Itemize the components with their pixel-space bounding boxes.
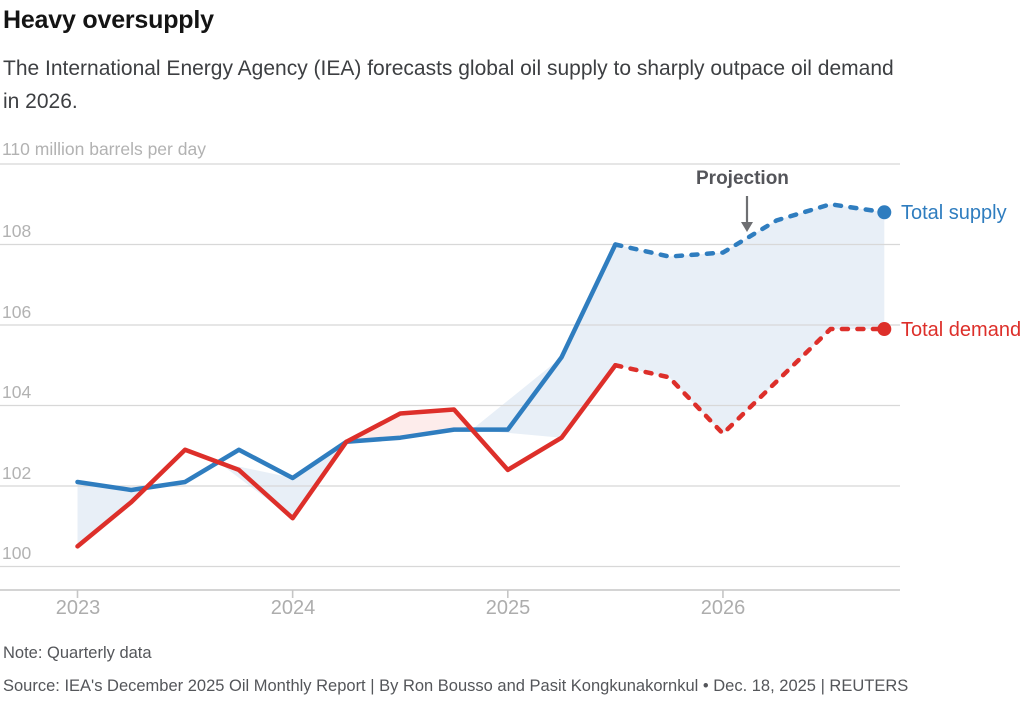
y-tick-label: 108 [2, 221, 32, 241]
y-tick-label: 104 [2, 382, 32, 402]
x-tick-label: 2026 [700, 597, 746, 619]
projection-annotation: Projection [696, 168, 789, 189]
source-text: Source: IEA's December 2025 Oil Monthly … [3, 677, 909, 695]
chart-title: Heavy oversupply [3, 6, 214, 34]
legend-total-supply: Total supply [901, 202, 1007, 224]
y-tick-label: 106 [2, 302, 32, 322]
y-tick-label: 102 [2, 463, 32, 483]
x-tick-label: 2023 [55, 597, 101, 619]
y-axis-unit-label: 110 million barrels per day [2, 139, 206, 159]
chart-subtitle: The International Energy Agency (IEA) fo… [3, 57, 894, 113]
note-text: Note: Quarterly data [3, 644, 152, 662]
y-tick-label: 100 [2, 543, 32, 563]
legend-total-demand: Total demand [901, 319, 1022, 341]
x-tick-label: 2025 [485, 597, 531, 619]
x-tick-label: 2024 [270, 597, 316, 619]
